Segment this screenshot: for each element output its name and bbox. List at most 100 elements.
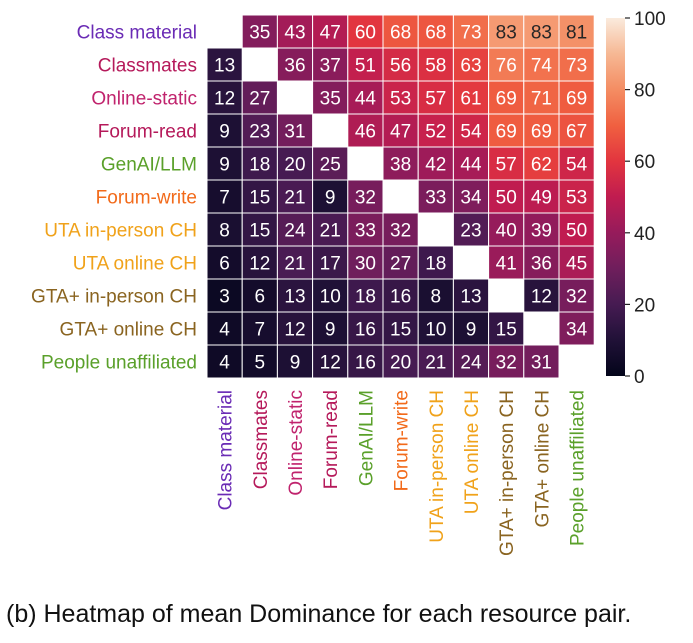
cell-value-label: 83 [496,23,517,44]
cell-value-label: 47 [390,122,411,143]
heatmap-cell [312,344,349,379]
cell-value-label: 71 [531,89,552,110]
cell-value-label: 9 [466,320,477,341]
heatmap-cell [382,311,419,346]
cell-value-label: 21 [284,254,305,275]
cell-value-label: 15 [249,221,270,242]
cell-value-label: 67 [566,122,587,143]
heatmap-cell [347,344,384,379]
column-label: Class material [216,390,237,510]
colorbar-tick-label: 60 [634,152,655,173]
heatmap-cell [347,113,384,148]
cell-value-label: 10 [320,287,341,308]
heatmap-cell [523,47,560,82]
heatmap-cell [312,80,349,115]
row-label: Classmates [98,56,197,77]
cell-value-label: 20 [284,155,305,176]
cell-value-label: 27 [390,254,411,275]
heatmap-cell [241,146,278,181]
cell-value-label: 12 [249,254,270,275]
cell-value-label: 18 [425,254,446,275]
cell-value-label: 27 [249,89,270,110]
heatmap-cell [488,47,525,82]
cell-value-label: 4 [219,353,230,374]
heatmap-cell [488,344,525,379]
heatmap-cell [417,146,454,181]
cell-value-label: 57 [425,89,446,110]
heatmap-cell [558,47,595,82]
row-label: Online-static [91,89,197,110]
cell-value-label: 81 [566,23,587,44]
heatmap-cell [523,146,560,181]
cell-value-label: 35 [249,23,270,44]
colorbar-tick-label: 0 [634,367,645,388]
heatmap-cell [347,278,384,313]
heatmap-cell [417,14,454,49]
cell-value-label: 50 [566,221,587,242]
cell-value-label: 12 [531,287,552,308]
heatmap-cell [488,212,525,247]
heatmap-cell [347,245,384,280]
cell-value-label: 57 [496,155,517,176]
heatmap-cell [417,245,454,280]
cell-value-label: 83 [531,23,552,44]
row-label: GTA+ in-person CH [31,287,197,308]
column-label: Forum-read [321,390,342,489]
cell-value-label: 13 [284,287,305,308]
heatmap-cell [523,80,560,115]
cell-value-label: 6 [219,254,230,275]
cell-value-label: 9 [325,188,336,209]
cell-value-label: 8 [431,287,442,308]
row-label: Forum-write [96,188,197,209]
heatmap-cell [276,47,314,82]
cell-value-label: 34 [460,188,482,209]
cell-value-label: 7 [255,320,266,341]
heatmap-cell [523,179,560,214]
row-label: GTA+ online CH [60,320,197,341]
cell-value-label: 12 [214,89,235,110]
cell-value-label: 23 [249,122,270,143]
cell-value-label: 63 [460,56,481,77]
cell-value-label: 42 [425,155,446,176]
cell-value-label: 32 [355,188,376,209]
heatmap-cell [206,80,243,115]
cell-value-label: 15 [496,320,517,341]
cell-value-label: 37 [320,56,341,77]
cell-value-label: 16 [355,353,376,374]
cell-value-label: 52 [425,122,446,143]
heatmap-cell [347,179,384,214]
cell-value-label: 41 [496,254,517,275]
cell-value-label: 25 [320,155,341,176]
cell-value-label: 12 [284,320,305,341]
figure-caption: (b) Heatmap of mean Dominance for each r… [6,600,632,628]
heatmap-cell [382,146,419,181]
cell-value-label: 53 [566,188,587,209]
cell-value-label: 5 [255,353,266,374]
cell-value-label: 69 [496,122,517,143]
heatmap-cell [312,212,349,247]
row-label: Class material [77,23,197,44]
heatmap-cell [241,245,278,280]
heatmap-cell [523,212,560,247]
column-label: People unaffiliated [568,390,589,546]
cell-value-label: 30 [355,254,376,275]
cell-value-label: 44 [355,89,377,110]
cell-value-label: 9 [219,122,230,143]
cell-value-label: 21 [284,188,305,209]
heatmap-cell [417,311,454,346]
heatmap-cell [558,245,595,280]
column-label: UTA in-person CH [427,390,448,543]
heatmap-cell [206,278,243,313]
cell-value-label: 34 [566,320,588,341]
cell-value-label: 50 [496,188,517,209]
heatmap-cell [452,344,490,379]
heatmap-cell [312,179,349,214]
heatmap-cell [452,311,490,346]
colorbar-tick-label: 40 [634,224,655,245]
heatmap-cell [523,344,560,379]
cell-value-label: 47 [320,23,341,44]
colorbar [606,18,625,376]
colorbar-tick-label: 20 [634,295,655,316]
row-label: GenAI/LLM [101,155,197,176]
cell-value-label: 69 [531,122,552,143]
